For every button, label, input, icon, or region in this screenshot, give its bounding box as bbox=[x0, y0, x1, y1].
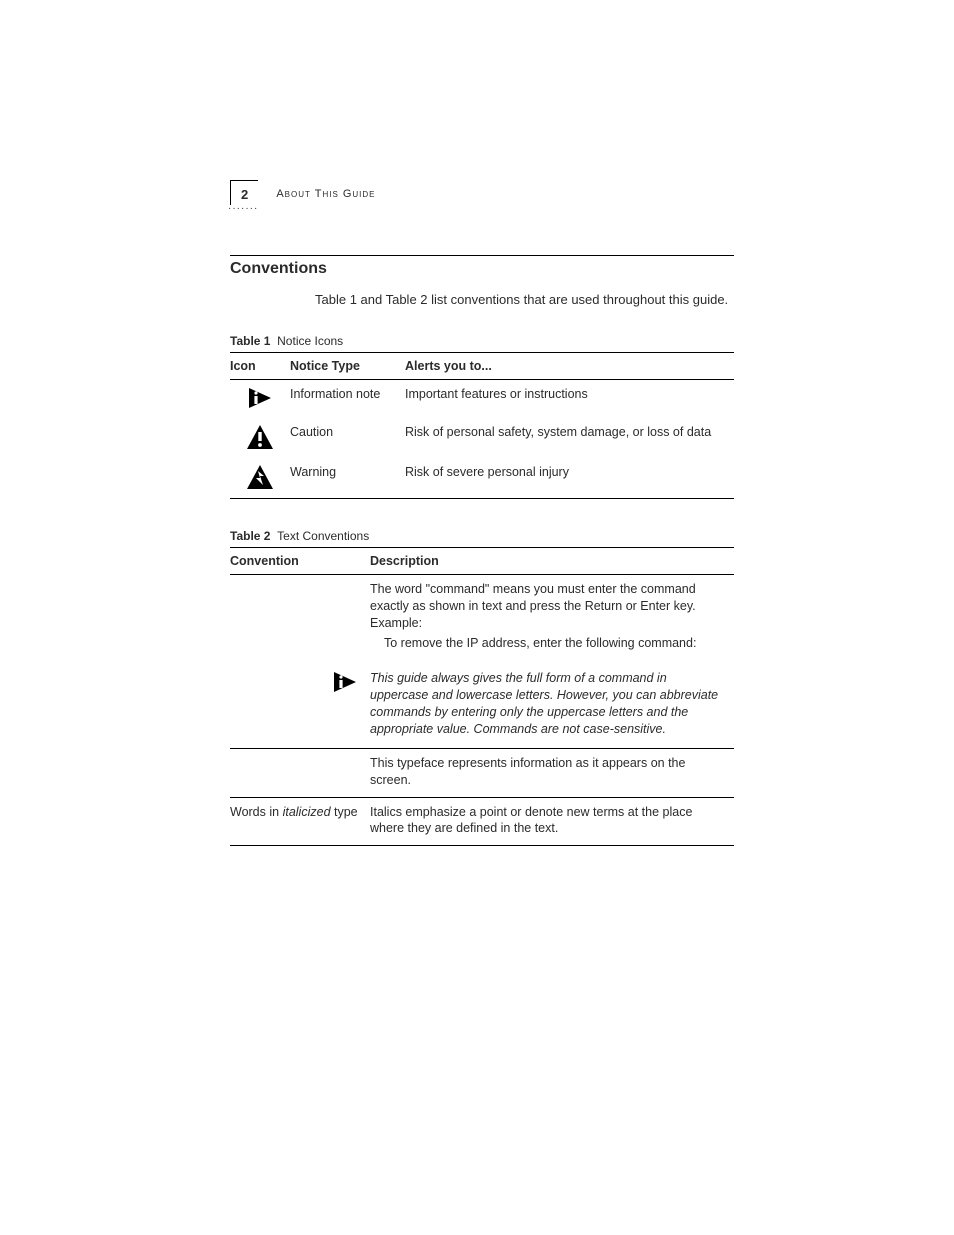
t1-r2-alert: Risk of personal safety, system damage, … bbox=[405, 418, 734, 458]
t1-header-alert: Alerts you to... bbox=[405, 352, 734, 379]
t1-header-icon: Icon bbox=[230, 352, 290, 379]
table-notice-icons: Icon Notice Type Alerts you to... Inform… bbox=[230, 352, 734, 499]
intro-paragraph: Table 1 and Table 2 list conventions tha… bbox=[315, 291, 734, 310]
table-row: Words in italicized type Italics emphasi… bbox=[230, 797, 734, 846]
table1-caption: Table 1 Notice Icons bbox=[230, 334, 734, 348]
t2-note-text: This guide always gives the full form of… bbox=[370, 660, 734, 748]
t2-r1-desc: The word "command" means you must enter … bbox=[370, 574, 734, 660]
table2-caption-text: Text Conventions bbox=[277, 529, 369, 543]
section-rule bbox=[230, 255, 734, 256]
t2-r3-desc: This typeface represents information as … bbox=[370, 748, 734, 797]
content-area: Conventions Table 1 and Table 2 list con… bbox=[230, 255, 734, 846]
ornament-dots: ······· bbox=[228, 203, 258, 214]
table1-caption-text: Notice Icons bbox=[277, 334, 343, 348]
info-icon bbox=[230, 379, 290, 418]
t2-header-convention: Convention bbox=[230, 547, 370, 574]
table-row: Information note Important features or i… bbox=[230, 379, 734, 418]
caution-icon bbox=[230, 418, 290, 458]
t1-header-type: Notice Type bbox=[290, 352, 405, 379]
note-info-icon bbox=[230, 660, 370, 748]
section-heading: Conventions bbox=[230, 260, 734, 278]
table2-caption-num: Table 2 bbox=[230, 529, 270, 543]
t2-r4-desc: Italics emphasize a point or denote new … bbox=[370, 797, 734, 846]
table-text-conventions: Convention Description The word "command… bbox=[230, 547, 734, 847]
warning-icon bbox=[230, 458, 290, 499]
t2-r1-desc-b: To remove the IP address, enter the foll… bbox=[370, 635, 728, 652]
table-row: This typeface represents information as … bbox=[230, 748, 734, 797]
table-row: Warning Risk of severe personal injury bbox=[230, 458, 734, 499]
t2-r1-desc-a: The word "command" means you must enter … bbox=[370, 582, 696, 630]
table2-caption: Table 2 Text Conventions bbox=[230, 529, 734, 543]
table1-caption-num: Table 1 bbox=[230, 334, 270, 348]
table-row: This guide always gives the full form of… bbox=[230, 660, 734, 748]
page-number: 2 bbox=[230, 180, 258, 205]
running-title: About This Guide bbox=[276, 180, 375, 200]
page-number-block: 2 ······· bbox=[230, 180, 258, 214]
table-row: The word "command" means you must enter … bbox=[230, 574, 734, 660]
t2-r4-conv: Words in italicized type bbox=[230, 797, 370, 846]
t1-r2-type: Caution bbox=[290, 418, 405, 458]
t2-header-description: Description bbox=[370, 547, 734, 574]
table-row: Caution Risk of personal safety, system … bbox=[230, 418, 734, 458]
t1-r3-alert: Risk of severe personal injury bbox=[405, 458, 734, 499]
running-header: 2 ······· About This Guide bbox=[230, 180, 376, 214]
page: 2 ······· About This Guide Conventions T… bbox=[0, 0, 954, 846]
t1-r1-type: Information note bbox=[290, 379, 405, 418]
t1-r3-type: Warning bbox=[290, 458, 405, 499]
t1-r1-alert: Important features or instructions bbox=[405, 379, 734, 418]
